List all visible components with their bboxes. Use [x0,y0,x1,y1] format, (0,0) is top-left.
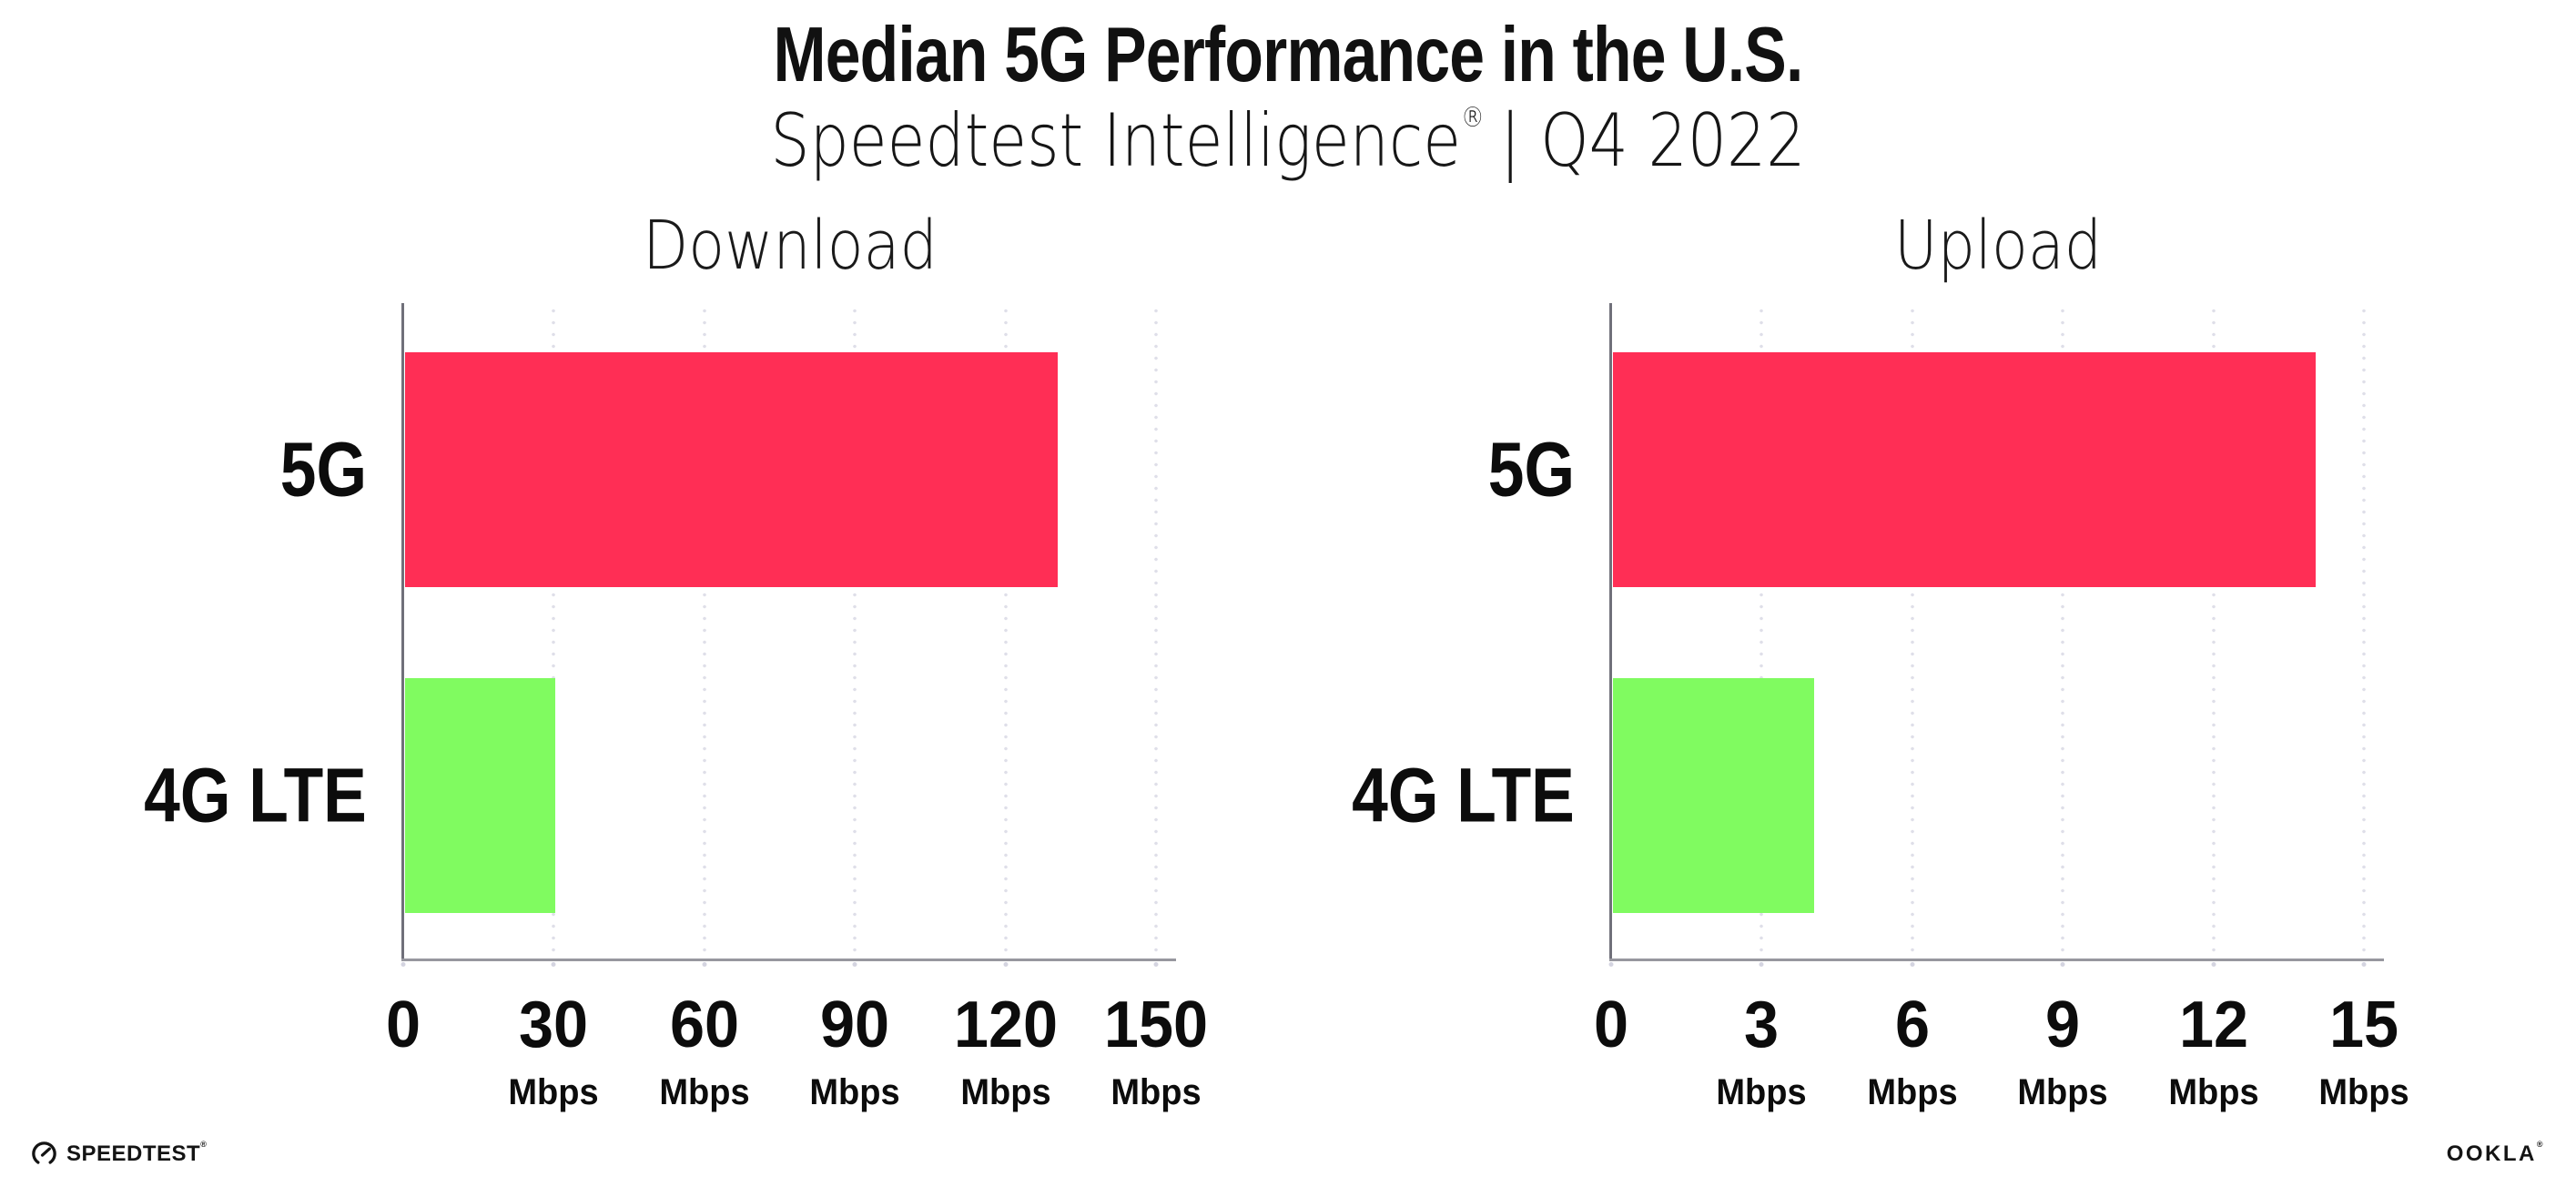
category-label-4g-lte: 4G LTE [1352,752,1575,838]
category-label-5g: 5G [1487,426,1575,512]
bar-4g-lte-download [405,678,556,913]
gridline [2061,305,2065,959]
tick-unit: Mbps [659,1072,750,1112]
tick-unit: Mbps [1867,1072,1958,1112]
category-label-4g-lte: 4G LTE [144,752,367,838]
bar-5g-upload [1613,352,2316,587]
tick-value: 3 [1744,989,1780,1061]
tick-unit: Mbps [809,1072,900,1112]
tick-value: 9 [2045,989,2081,1061]
page-subtitle: Speedtest Intelligence® | Q4 2022 [193,98,2383,183]
subtitle-brand: Speedtest Intelligence [770,98,1462,183]
x-tick-label: 60 Mbps [657,988,752,1113]
x-tick-label: 6 Mbps [1865,988,1960,1113]
tick-value: 90 [820,989,890,1061]
speedtest-logo: SPEEDTEST® [30,1140,207,1168]
speedtest-wordmark: SPEEDTEST® [66,1139,208,1166]
axis-tick-dot [401,962,406,967]
axis-tick-dot [1153,962,1159,967]
gridline [1154,305,1158,959]
x-axis-line [1609,959,2384,961]
axis-tick-dot [1608,962,1614,967]
y-axis-line [401,303,404,959]
gauge-icon [32,1141,56,1164]
axis-tick-dot [1759,962,1764,967]
tick-value: 15 [2328,989,2399,1061]
x-tick-label: 150 Mbps [1101,988,1211,1113]
tick-value: 0 [385,989,421,1061]
x-tick-label: 9 Mbps [2015,988,2110,1113]
ookla-wordmark: OOKLA [2446,1141,2537,1166]
download-chart: Download 5G 4G LTE 0 30 Mbps 60 Mbps 90 … [144,207,1208,1112]
tick-unit: Mbps [508,1072,599,1112]
axis-tick-dot [1003,962,1009,967]
x-tick-label: 30 Mbps [506,988,601,1113]
x-tick-label: 0 [385,988,421,1062]
tick-value: 30 [519,989,589,1061]
x-tick-label: 3 Mbps [1714,988,1809,1113]
bar-4g-lte-upload [1613,678,1814,913]
gridline [552,305,556,959]
tick-unit: Mbps [1111,1072,1202,1112]
tick-value: 6 [1894,989,1930,1061]
axis-tick-dot [2361,962,2367,967]
gridline [2362,305,2366,959]
tick-unit: Mbps [2318,1072,2409,1112]
tick-unit: Mbps [1716,1072,1807,1112]
tick-value: 60 [669,989,739,1061]
tick-unit: Mbps [959,1072,1051,1112]
y-axis-line [1609,303,1612,959]
registered-mark: ® [1461,102,1485,134]
gridline [1760,305,1764,959]
upload-chart: Upload 5G 4G LTE 0 3 Mbps 6 Mbps 9 Mbps … [1352,207,2409,1112]
x-axis-line [401,959,1176,961]
x-tick-label: 12 Mbps [2165,988,2260,1113]
tick-value: 120 [953,989,1058,1061]
subtitle-period: | Q4 2022 [1499,98,1806,183]
download-chart-title: Download [642,207,938,285]
bar-5g-download [405,352,1058,587]
x-tick-label: 90 Mbps [807,988,902,1113]
axis-tick-dot [551,962,556,967]
registered-mark: ® [2536,1140,2545,1149]
axis-tick-dot [852,962,857,967]
tick-value: 150 [1103,989,1209,1061]
ookla-logo: OOKLA® [2446,1140,2545,1167]
tick-value: 12 [2178,989,2248,1061]
gridline [1003,305,1008,959]
axis-tick-dot [1910,962,1915,967]
axis-tick-dot [2211,962,2216,967]
gridline [1910,305,1914,959]
tick-value: 0 [1593,989,1629,1061]
axis-tick-dot [2060,962,2065,967]
category-label-5g: 5G [279,426,367,512]
trademark-mark: ® [200,1139,208,1149]
axis-tick-dot [702,962,707,967]
gridline [702,305,706,959]
tick-unit: Mbps [2167,1072,2259,1112]
x-tick-label: 15 Mbps [2317,988,2411,1113]
page-title: Median 5G Performance in the U.S. [773,12,1803,98]
gridline [2211,305,2216,959]
upload-chart-title: Upload [1893,207,2102,285]
gridline [853,305,857,959]
tick-unit: Mbps [2017,1072,2108,1112]
x-tick-label: 0 [1593,988,1629,1062]
x-tick-label: 120 Mbps [951,988,1060,1113]
